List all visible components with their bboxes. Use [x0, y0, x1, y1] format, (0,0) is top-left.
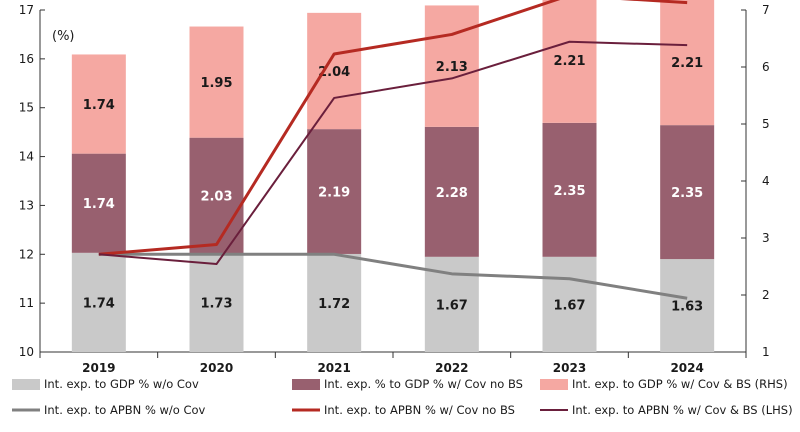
left-tick-label: 10 — [19, 345, 34, 359]
right-tick-label: 3 — [762, 231, 770, 245]
series-line — [98, 0, 688, 256]
bar-data-label: 1.67 — [436, 298, 468, 313]
bar-segment — [71, 252, 126, 352]
bar-data-label: 1.95 — [200, 76, 232, 91]
x-tick-label: 2021 — [317, 361, 350, 375]
bar-data-label: 2.21 — [553, 54, 585, 69]
bar-segment — [424, 126, 479, 257]
left-tick-label: 17 — [19, 3, 34, 17]
bar-segment — [660, 125, 715, 260]
left-tick-label: 16 — [19, 52, 34, 66]
bar-segment — [307, 253, 362, 352]
legend-label: Int. exp. to GDP % w/o Cov — [44, 377, 199, 391]
left-tick-label: 11 — [19, 296, 34, 310]
right-tick-label: 7 — [762, 3, 770, 17]
legend-label: Int. exp. % to GDP % w/ Cov no BS — [324, 377, 523, 391]
bar-segment — [660, 259, 715, 352]
x-tick-label: 2022 — [435, 361, 468, 375]
left-tick-label: 13 — [19, 198, 34, 212]
legend-label: Int. exp. to GDP % w/ Cov & BS (RHS) — [572, 377, 788, 391]
legend-swatch — [540, 379, 568, 390]
legend-label: Int. exp. to APBN % w/ Cov & BS (LHS) — [572, 403, 793, 417]
bar-data-label: 1.74 — [83, 197, 115, 212]
bar-data-label: 2.13 — [436, 60, 468, 75]
x-tick-label: 2023 — [553, 361, 586, 375]
x-tick-label: 2020 — [200, 361, 233, 375]
bar-data-label: 2.28 — [436, 186, 468, 201]
bar-data-label: 1.67 — [553, 298, 585, 313]
x-tick-label: 2019 — [82, 361, 115, 375]
unit-label: (%) — [52, 29, 75, 44]
bar-segment — [71, 54, 126, 154]
bar-data-label: 2.21 — [671, 56, 703, 71]
right-tick-label: 6 — [762, 60, 770, 74]
bar-data-label: 2.03 — [200, 190, 232, 205]
bar-segment — [424, 5, 479, 127]
bar-segment — [307, 12, 362, 130]
right-tick-label: 4 — [762, 174, 770, 188]
bar-segment — [71, 153, 126, 253]
legend-label: Int. exp. to APBN % w/o Cov — [44, 403, 206, 417]
bar-data-label: 1.63 — [671, 300, 703, 315]
right-tick-label: 2 — [762, 288, 770, 302]
bar-data-label: 2.35 — [671, 186, 703, 201]
bar-data-label: 2.19 — [318, 186, 350, 201]
left-tick-label: 12 — [19, 247, 34, 261]
bar-segment — [189, 26, 244, 138]
x-tick-label: 2024 — [670, 361, 703, 375]
bar-data-label: 1.72 — [318, 297, 350, 312]
right-tick-label: 1 — [762, 345, 770, 359]
left-tick-label: 14 — [19, 150, 34, 164]
legend-swatch — [292, 379, 320, 390]
bar-segment — [542, 122, 597, 257]
legend-label: Int. exp. to APBN % w/ Cov no BS — [324, 403, 515, 417]
bar-segment — [542, 256, 597, 352]
bar-segment — [307, 129, 362, 254]
series-line — [98, 252, 688, 300]
bar-segment — [189, 253, 244, 352]
bar-segment — [189, 137, 244, 254]
bar-segment — [660, 0, 715, 126]
bar-segment — [542, 0, 597, 123]
bar-data-label: 1.74 — [83, 98, 115, 113]
bar-data-label: 1.74 — [83, 296, 115, 311]
legend-swatch — [12, 379, 40, 390]
bar-data-label: 1.73 — [200, 297, 232, 312]
series-line — [98, 40, 688, 266]
bar-data-label: 2.35 — [553, 184, 585, 199]
left-tick-label: 15 — [19, 101, 34, 115]
right-tick-label: 5 — [762, 117, 770, 131]
